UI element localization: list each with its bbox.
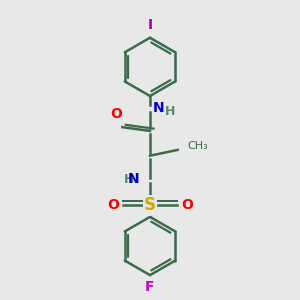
Text: O: O — [107, 198, 119, 212]
Text: H: H — [124, 172, 134, 185]
Text: N: N — [152, 100, 164, 115]
Text: I: I — [147, 19, 153, 32]
Text: CH₃: CH₃ — [188, 140, 208, 151]
Text: O: O — [181, 198, 193, 212]
Text: N: N — [128, 172, 140, 186]
Text: F: F — [145, 280, 155, 294]
Text: S: S — [144, 196, 156, 214]
Text: O: O — [111, 107, 122, 121]
Text: H: H — [165, 105, 175, 118]
